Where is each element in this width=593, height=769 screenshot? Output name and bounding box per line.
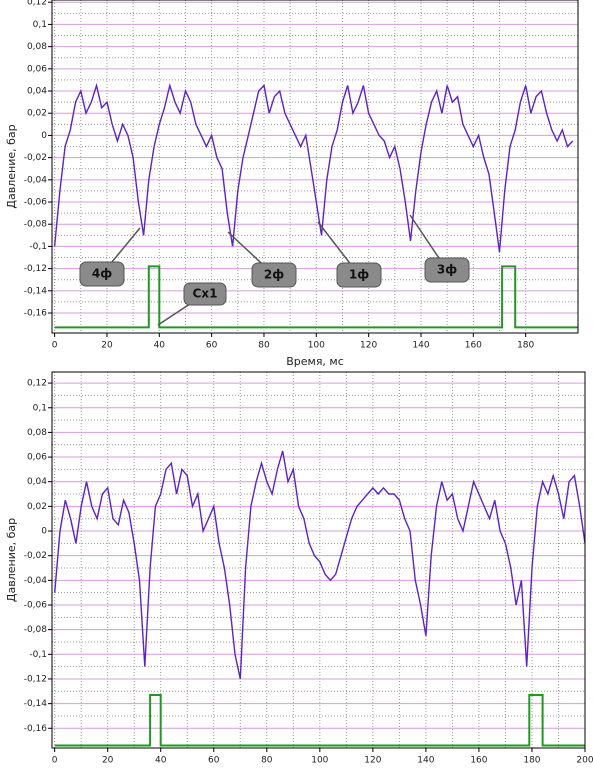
x-tick-label: 180 [517,341,534,351]
callouts: 4ф 2ф 1ф 3ф Cx1 [79,214,470,326]
x-tick-label: 140 [417,756,434,766]
callout-label: 4ф [92,267,112,281]
x-tick-label: 0 [52,341,58,351]
y-tick-label: 0,06 [27,64,47,74]
y-tick-label: 0 [41,131,47,141]
x-tick-label: 40 [154,341,166,351]
callout-label: Cx1 [193,287,218,301]
y-tick-label: 0,08 [27,42,47,52]
y-axis-title: Давление, бар [5,124,18,208]
plot-frame [51,371,586,749]
callout: 3ф [409,214,470,283]
y-tick-label: -0,02 [24,153,47,163]
callout-box [336,262,382,288]
y-tick-label: 0,08 [27,428,47,438]
y-tick-label: -0,16 [24,724,48,734]
callout: Cx1 [157,282,227,326]
x-tick-label: 160 [465,341,482,351]
x-tick-label: 100 [308,341,325,351]
x-tick-label: 120 [360,341,377,351]
y-tick-label: -0,02 [24,551,47,561]
y-axis-title: Давление, бар [5,518,18,602]
callout-label: 1ф [349,268,369,282]
y-tick-label: 0,06 [27,453,47,463]
callout: 1ф [317,221,382,288]
series-line [54,694,585,747]
y-tick-label: -0,08 [24,220,48,230]
x-tick-label: 200 [576,756,593,766]
y-tick-label: 0,1 [33,403,47,413]
y-tick-label: -0,16 [24,309,48,319]
x-axis-title: Время, мс [286,355,344,368]
x-tick-label: 120 [364,756,381,766]
y-tick-label: -0,14 [24,699,48,709]
x-tick-label: 20 [101,341,113,351]
y-tick-label: -0,04 [24,175,48,185]
y-tick-label: 0,02 [27,502,47,512]
callout: 2ф [227,231,297,288]
callout-label: 2ф [264,268,284,282]
callout-box [183,282,227,306]
x-tick-label: 160 [470,756,487,766]
series-line [54,265,578,329]
y-tick-label: -0,12 [24,674,47,684]
series-line [53,82,574,253]
y-tick-label: -0,06 [24,198,48,208]
x-tick-label: 80 [261,756,273,766]
x-tick-label: 60 [206,341,218,351]
series-line [54,450,586,680]
y-tick-label: 0 [41,527,47,537]
callout: 4ф [79,227,141,287]
y-tick-label: 0,12 [27,0,47,8]
y-tick-label: -0,14 [24,286,48,296]
x-tick-label: 0 [52,756,58,766]
y-tick-label: -0,04 [24,576,48,586]
y-tick-label: -0,06 [24,600,48,610]
y-tick-label: -0,1 [29,242,47,252]
callout-box [79,261,125,287]
callout-label: 3ф [437,263,457,277]
callout-box [424,257,470,283]
y-tick-label: 0,02 [27,109,47,119]
y-tick-label: -0,12 [24,264,47,274]
y-tick-label: -0,1 [29,650,47,660]
callout-box [251,262,297,288]
x-tick-label: 100 [311,756,328,766]
x-tick-label: 80 [258,341,270,351]
x-tick-label: 40 [155,756,167,766]
plot-frame [51,0,579,334]
x-tick-label: 20 [102,756,114,766]
x-tick-label: 180 [523,756,540,766]
y-tick-label: 0,04 [27,477,47,487]
x-tick-label: 60 [208,756,220,766]
x-tick-label: 140 [412,341,429,351]
y-tick-label: -0,08 [24,625,48,635]
y-tick-label: 0,12 [27,379,47,389]
y-tick-label: 0,04 [27,87,47,97]
y-tick-label: 0,1 [33,20,47,30]
